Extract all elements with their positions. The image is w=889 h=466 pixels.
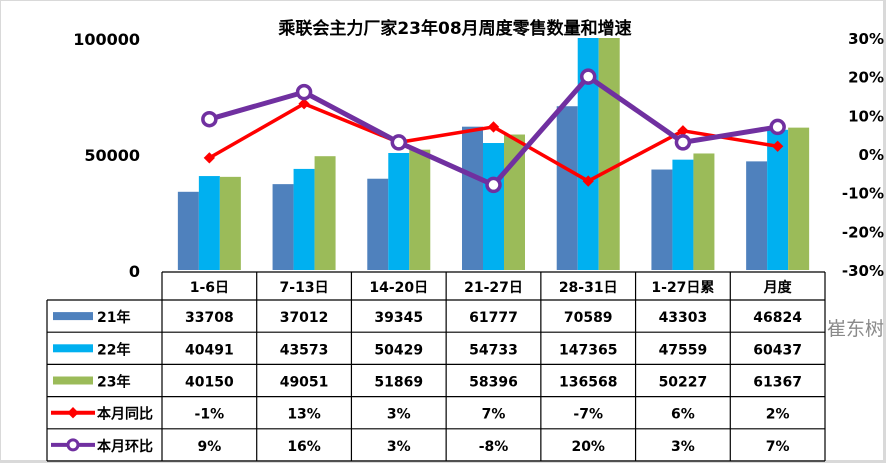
table-cell: 70589 (564, 310, 613, 326)
table-cell: 49051 (280, 375, 329, 391)
table-cell: -7% (573, 407, 603, 423)
table-cell: 3% (387, 439, 411, 455)
table-cell: 6% (671, 407, 695, 423)
legend-swatch-22年 (53, 344, 93, 353)
bar-22年 (577, 38, 599, 270)
bar-21年 (746, 161, 768, 270)
table-cell: -8% (479, 439, 509, 455)
table-cell: 61777 (469, 310, 518, 326)
table-cell: 47559 (659, 342, 708, 358)
right-axis-tick-label: -10% (842, 185, 884, 203)
marker-本月环比 (674, 134, 692, 151)
bar-23年 (314, 156, 336, 270)
table-cell: 40491 (185, 342, 234, 358)
bar-23年 (409, 149, 431, 270)
table-cell: 7% (482, 407, 506, 423)
bar-21年 (556, 106, 578, 270)
legend-marker-本月环比 (66, 438, 80, 452)
category-label: 28-31日 (559, 280, 618, 296)
bar-21年 (462, 126, 483, 270)
legend-label: 23年 (97, 374, 130, 391)
bar-23年 (598, 38, 620, 270)
table-cell: 136568 (559, 375, 617, 391)
marker-本月同比 (771, 140, 784, 152)
right-axis-tick-label: 30% (848, 30, 884, 48)
marker-本月环比 (579, 68, 597, 85)
bar-21年 (177, 191, 199, 270)
legend-swatch-21年 (53, 312, 93, 321)
table-cell: 33708 (185, 310, 234, 326)
bar-23年 (219, 176, 241, 270)
table-cell: 16% (287, 439, 321, 455)
marker-本月同比 (582, 175, 594, 187)
bar-23年 (788, 127, 810, 270)
table-cell: 7% (766, 439, 790, 455)
bar-21年 (367, 178, 389, 270)
category-label: 1-6日 (190, 280, 229, 296)
bar-22年 (388, 153, 410, 270)
marker-本月同比 (203, 152, 216, 164)
table-cell: 51869 (374, 375, 423, 391)
right-axis-tick-label: 10% (848, 107, 884, 125)
marker-本月环比 (769, 118, 786, 136)
left-axis-tick-label: 50000 (84, 146, 140, 165)
table-cell: 9% (197, 439, 221, 455)
legend-swatch-23年 (53, 376, 93, 385)
chart-title: 乘联会主力厂家23年08月周度零售数量和增速 (277, 18, 631, 39)
right-axis-tick-label: 20% (848, 69, 884, 87)
marker-本月环比 (485, 176, 502, 194)
legend-label: 本月同比 (97, 406, 153, 423)
left-axis-tick-label: 100000 (73, 30, 140, 49)
table-cell: 43573 (280, 342, 329, 358)
bar-22年 (198, 176, 220, 270)
table-cell: 58396 (469, 375, 518, 391)
bar-23年 (693, 153, 715, 270)
category-label: 月度 (763, 279, 793, 296)
table-cell: 50429 (374, 342, 423, 358)
table-cell: 54733 (469, 342, 518, 358)
category-label: 14-20日 (369, 280, 428, 296)
table-cell: 2% (766, 407, 790, 423)
marker-本月环比 (390, 134, 408, 151)
legend-label: 本月环比 (97, 438, 153, 455)
table-cell: 43303 (659, 310, 708, 326)
right-axis-tick-label: -30% (842, 262, 884, 280)
table-cell: 60437 (753, 342, 802, 358)
marker-本月环比 (295, 83, 313, 101)
right-axis-tick-label: 0% (859, 146, 884, 164)
table-cell: 20% (571, 439, 605, 455)
bar-22年 (483, 143, 504, 270)
legend-label: 21年 (97, 309, 130, 326)
table-cell: 37012 (280, 310, 329, 326)
table-cell: -1% (195, 407, 225, 423)
marker-本月环比 (201, 110, 218, 128)
bar-21年 (272, 184, 294, 270)
left-axis-tick-label: 0 (129, 262, 140, 281)
table-cell: 3% (387, 407, 411, 423)
watermark: 崔东树 (827, 318, 884, 340)
bar-22年 (672, 159, 694, 270)
table-cell: 50227 (659, 375, 708, 391)
right-axis-tick-label: -20% (842, 223, 884, 241)
table-cell: 13% (287, 407, 321, 423)
category-label: 1-27日累 (651, 280, 714, 296)
legend-label: 22年 (97, 341, 130, 358)
table-cell: 147365 (559, 342, 617, 358)
table-cell: 3% (671, 439, 695, 455)
table-cell: 61367 (753, 375, 802, 391)
category-label: 7-13日 (280, 280, 329, 296)
table-cell: 40150 (185, 375, 234, 391)
bar-22年 (767, 129, 789, 270)
bar-22年 (293, 168, 315, 270)
table-cell: 46824 (753, 310, 802, 326)
legend-marker-本月同比 (67, 407, 79, 419)
category-label: 21-27日 (464, 280, 523, 296)
table-cell: 39345 (374, 310, 423, 326)
bar-21年 (651, 169, 673, 270)
